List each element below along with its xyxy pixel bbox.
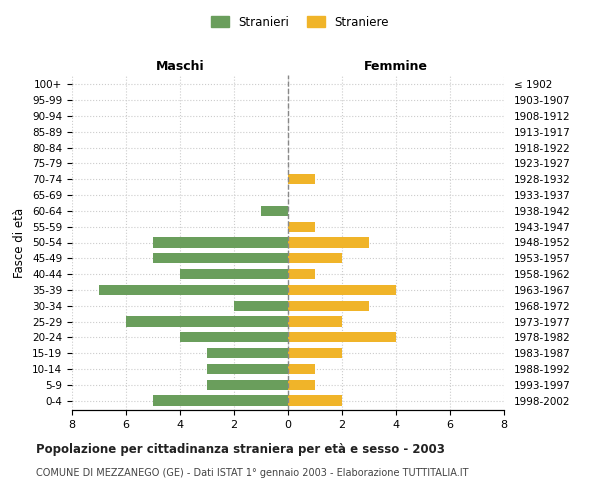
- Bar: [99, 285, 288, 295]
- Bar: [234, 300, 288, 311]
- Text: Popolazione per cittadinanza straniera per età e sesso - 2003: Popolazione per cittadinanza straniera p…: [36, 442, 445, 456]
- Bar: [288, 300, 369, 311]
- Bar: [288, 332, 396, 342]
- Bar: [288, 222, 315, 232]
- Bar: [288, 285, 396, 295]
- Bar: [288, 316, 342, 326]
- Bar: [288, 269, 315, 279]
- Legend: Stranieri, Straniere: Stranieri, Straniere: [206, 11, 394, 34]
- Bar: [153, 238, 288, 248]
- Text: Maschi: Maschi: [155, 60, 205, 72]
- Bar: [207, 380, 288, 390]
- Y-axis label: Fasce di età: Fasce di età: [13, 208, 26, 278]
- Bar: [288, 238, 369, 248]
- Bar: [288, 253, 342, 264]
- Bar: [180, 269, 288, 279]
- Text: COMUNE DI MEZZANEGO (GE) - Dati ISTAT 1° gennaio 2003 - Elaborazione TUTTITALIA.: COMUNE DI MEZZANEGO (GE) - Dati ISTAT 1°…: [36, 468, 469, 477]
- Bar: [207, 348, 288, 358]
- Bar: [288, 364, 315, 374]
- Bar: [207, 364, 288, 374]
- Bar: [126, 316, 288, 326]
- Text: Femmine: Femmine: [364, 60, 428, 72]
- Bar: [153, 253, 288, 264]
- Bar: [153, 396, 288, 406]
- Bar: [261, 206, 288, 216]
- Bar: [288, 396, 342, 406]
- Bar: [288, 348, 342, 358]
- Bar: [288, 380, 315, 390]
- Bar: [288, 174, 315, 184]
- Bar: [180, 332, 288, 342]
